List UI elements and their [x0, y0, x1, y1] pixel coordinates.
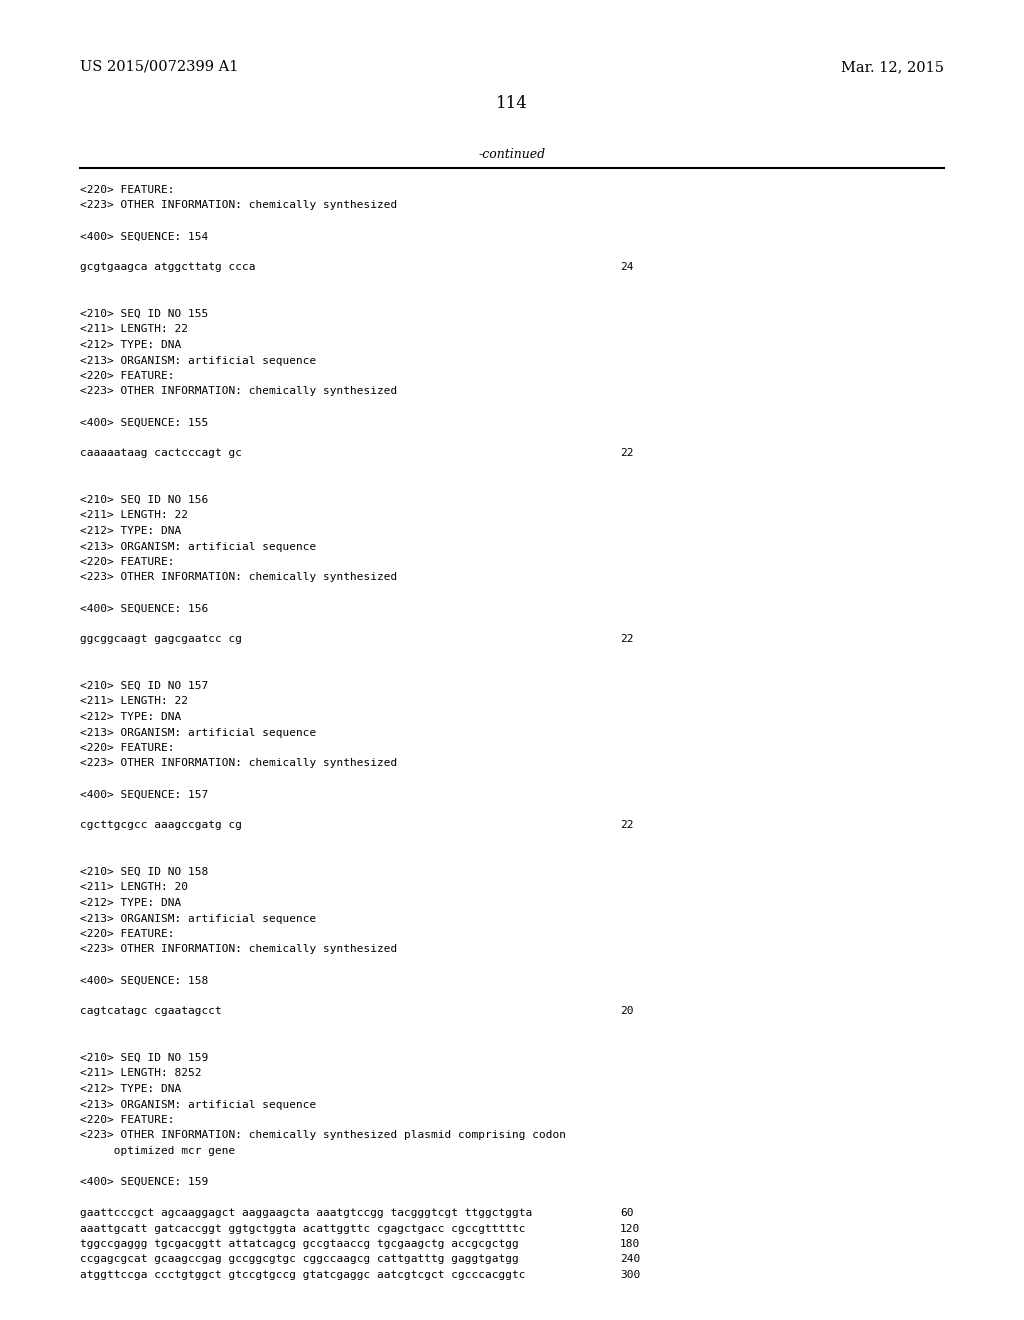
Text: Mar. 12, 2015: Mar. 12, 2015: [841, 59, 944, 74]
Text: <213> ORGANISM: artificial sequence: <213> ORGANISM: artificial sequence: [80, 913, 316, 924]
Text: 60: 60: [620, 1208, 634, 1218]
Text: 24: 24: [620, 263, 634, 272]
Text: <211> LENGTH: 22: <211> LENGTH: 22: [80, 697, 188, 706]
Text: caaaaataag cactcccagt gc: caaaaataag cactcccagt gc: [80, 449, 242, 458]
Text: <400> SEQUENCE: 159: <400> SEQUENCE: 159: [80, 1177, 208, 1187]
Text: <400> SEQUENCE: 158: <400> SEQUENCE: 158: [80, 975, 208, 986]
Text: <213> ORGANISM: artificial sequence: <213> ORGANISM: artificial sequence: [80, 355, 316, 366]
Text: <213> ORGANISM: artificial sequence: <213> ORGANISM: artificial sequence: [80, 541, 316, 552]
Text: <212> TYPE: DNA: <212> TYPE: DNA: [80, 1084, 181, 1094]
Text: <223> OTHER INFORMATION: chemically synthesized: <223> OTHER INFORMATION: chemically synt…: [80, 387, 397, 396]
Text: gaattcccgct agcaaggagct aaggaagcta aaatgtccgg tacgggtcgt ttggctggta: gaattcccgct agcaaggagct aaggaagcta aaatg…: [80, 1208, 532, 1218]
Text: cagtcatagc cgaatagcct: cagtcatagc cgaatagcct: [80, 1006, 222, 1016]
Text: <211> LENGTH: 22: <211> LENGTH: 22: [80, 325, 188, 334]
Text: tggccgaggg tgcgacggtt attatcagcg gccgtaaccg tgcgaagctg accgcgctgg: tggccgaggg tgcgacggtt attatcagcg gccgtaa…: [80, 1239, 519, 1249]
Text: <212> TYPE: DNA: <212> TYPE: DNA: [80, 341, 181, 350]
Text: <213> ORGANISM: artificial sequence: <213> ORGANISM: artificial sequence: [80, 727, 316, 738]
Text: <223> OTHER INFORMATION: chemically synthesized: <223> OTHER INFORMATION: chemically synt…: [80, 573, 397, 582]
Text: 120: 120: [620, 1224, 640, 1233]
Text: aaattgcatt gatcaccggt ggtgctggta acattggttc cgagctgacc cgccgtttttc: aaattgcatt gatcaccggt ggtgctggta acattgg…: [80, 1224, 525, 1233]
Text: 22: 22: [620, 449, 634, 458]
Text: <212> TYPE: DNA: <212> TYPE: DNA: [80, 711, 181, 722]
Text: <210> SEQ ID NO 159: <210> SEQ ID NO 159: [80, 1053, 208, 1063]
Text: <400> SEQUENCE: 155: <400> SEQUENCE: 155: [80, 417, 208, 428]
Text: <220> FEATURE:: <220> FEATURE:: [80, 557, 174, 568]
Text: <211> LENGTH: 22: <211> LENGTH: 22: [80, 511, 188, 520]
Text: <400> SEQUENCE: 157: <400> SEQUENCE: 157: [80, 789, 208, 800]
Text: <400> SEQUENCE: 154: <400> SEQUENCE: 154: [80, 231, 208, 242]
Text: <211> LENGTH: 20: <211> LENGTH: 20: [80, 883, 188, 892]
Text: <213> ORGANISM: artificial sequence: <213> ORGANISM: artificial sequence: [80, 1100, 316, 1110]
Text: <210> SEQ ID NO 156: <210> SEQ ID NO 156: [80, 495, 208, 506]
Text: 300: 300: [620, 1270, 640, 1280]
Text: 114: 114: [496, 95, 528, 112]
Text: <210> SEQ ID NO 155: <210> SEQ ID NO 155: [80, 309, 208, 319]
Text: <220> FEATURE:: <220> FEATURE:: [80, 371, 174, 381]
Text: optimized mcr gene: optimized mcr gene: [80, 1146, 236, 1156]
Text: 22: 22: [620, 635, 634, 644]
Text: 20: 20: [620, 1006, 634, 1016]
Text: <211> LENGTH: 8252: <211> LENGTH: 8252: [80, 1068, 202, 1078]
Text: cgcttgcgcc aaagccgatg cg: cgcttgcgcc aaagccgatg cg: [80, 821, 242, 830]
Text: 240: 240: [620, 1254, 640, 1265]
Text: <212> TYPE: DNA: <212> TYPE: DNA: [80, 525, 181, 536]
Text: 180: 180: [620, 1239, 640, 1249]
Text: <220> FEATURE:: <220> FEATURE:: [80, 1115, 174, 1125]
Text: ccgagcgcat gcaagccgag gccggcgtgc cggccaagcg cattgatttg gaggtgatgg: ccgagcgcat gcaagccgag gccggcgtgc cggccaa…: [80, 1254, 519, 1265]
Text: <220> FEATURE:: <220> FEATURE:: [80, 929, 174, 939]
Text: gcgtgaagca atggcttatg ccca: gcgtgaagca atggcttatg ccca: [80, 263, 256, 272]
Text: -continued: -continued: [478, 148, 546, 161]
Text: <212> TYPE: DNA: <212> TYPE: DNA: [80, 898, 181, 908]
Text: ggcggcaagt gagcgaatcc cg: ggcggcaagt gagcgaatcc cg: [80, 635, 242, 644]
Text: atggttccga ccctgtggct gtccgtgccg gtatcgaggc aatcgtcgct cgcccacggtc: atggttccga ccctgtggct gtccgtgccg gtatcga…: [80, 1270, 525, 1280]
Text: <210> SEQ ID NO 157: <210> SEQ ID NO 157: [80, 681, 208, 690]
Text: <223> OTHER INFORMATION: chemically synthesized plasmid comprising codon: <223> OTHER INFORMATION: chemically synt…: [80, 1130, 566, 1140]
Text: 22: 22: [620, 821, 634, 830]
Text: <223> OTHER INFORMATION: chemically synthesized: <223> OTHER INFORMATION: chemically synt…: [80, 945, 397, 954]
Text: US 2015/0072399 A1: US 2015/0072399 A1: [80, 59, 239, 74]
Text: <220> FEATURE:: <220> FEATURE:: [80, 185, 174, 195]
Text: <210> SEQ ID NO 158: <210> SEQ ID NO 158: [80, 867, 208, 876]
Text: <220> FEATURE:: <220> FEATURE:: [80, 743, 174, 752]
Text: <223> OTHER INFORMATION: chemically synthesized: <223> OTHER INFORMATION: chemically synt…: [80, 759, 397, 768]
Text: <223> OTHER INFORMATION: chemically synthesized: <223> OTHER INFORMATION: chemically synt…: [80, 201, 397, 210]
Text: <400> SEQUENCE: 156: <400> SEQUENCE: 156: [80, 603, 208, 614]
